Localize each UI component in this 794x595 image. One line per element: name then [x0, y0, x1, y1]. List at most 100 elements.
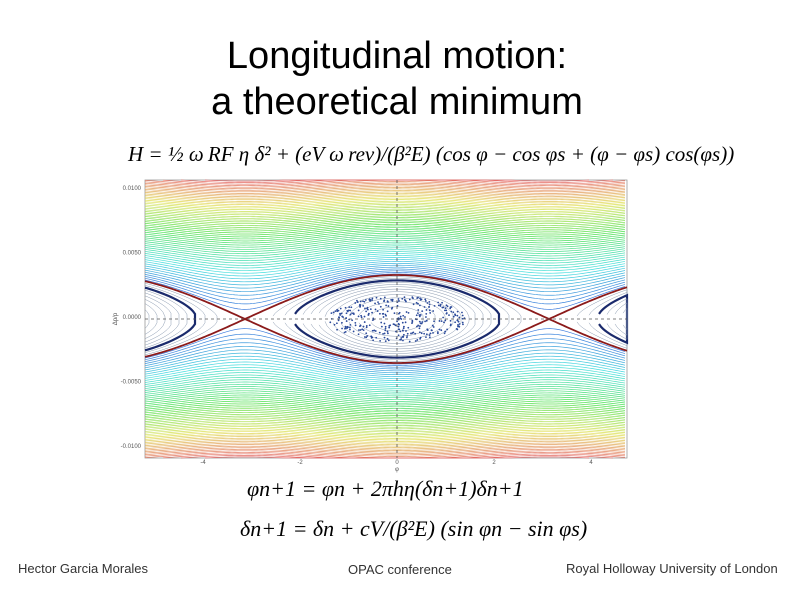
contour	[144, 410, 626, 421]
particle	[429, 312, 432, 314]
particle	[438, 320, 441, 322]
particle	[440, 329, 443, 332]
particle	[404, 316, 406, 318]
particle	[456, 310, 459, 313]
particle	[462, 323, 464, 326]
particle	[402, 327, 405, 330]
particle	[436, 331, 439, 333]
particle	[362, 325, 365, 328]
particle	[359, 329, 362, 331]
contour	[144, 268, 626, 296]
particle	[360, 316, 363, 319]
particle	[400, 337, 403, 339]
particle	[349, 326, 351, 329]
particle	[442, 316, 445, 319]
contour	[144, 196, 626, 206]
contour	[144, 179, 626, 187]
particle	[425, 319, 428, 322]
particle	[379, 312, 381, 315]
particle	[383, 322, 386, 325]
particle	[415, 314, 418, 317]
particle	[407, 311, 410, 314]
particle	[415, 301, 418, 304]
particle	[365, 336, 368, 339]
particle	[349, 328, 351, 331]
particle	[440, 320, 443, 323]
particle	[372, 339, 375, 342]
particle	[354, 302, 357, 304]
particle	[365, 310, 367, 313]
contour	[144, 229, 626, 242]
particle	[404, 321, 407, 324]
particle	[357, 333, 360, 336]
particle	[417, 309, 420, 311]
particle	[374, 302, 376, 305]
particle	[382, 308, 385, 311]
y-tick-label: 0.0100	[123, 186, 142, 192]
particle	[387, 339, 390, 342]
particle	[406, 332, 409, 335]
contour	[144, 193, 626, 202]
contour	[144, 400, 626, 413]
particle	[432, 331, 434, 334]
particle	[405, 300, 407, 303]
contour	[144, 377, 626, 393]
contour	[272, 276, 522, 362]
particle	[352, 313, 355, 315]
particle	[444, 330, 447, 333]
contour	[332, 291, 462, 347]
contour	[144, 253, 626, 271]
particle	[446, 305, 449, 308]
particle	[365, 326, 368, 329]
x-tick-label: 4	[589, 460, 593, 466]
particle	[405, 311, 408, 313]
particle	[458, 323, 461, 325]
particle	[428, 306, 430, 308]
contour	[144, 441, 626, 450]
particle	[370, 336, 373, 339]
affiliation: Royal Holloway University of London	[566, 561, 778, 576]
particle	[339, 314, 342, 316]
contour	[144, 194, 626, 204]
contour	[144, 239, 626, 255]
particle	[418, 325, 421, 328]
particle	[339, 312, 341, 315]
particle	[444, 309, 446, 312]
contours	[144, 179, 629, 459]
contour	[144, 402, 626, 415]
contour	[144, 364, 626, 383]
particle	[377, 301, 379, 304]
particle	[424, 300, 427, 302]
contour	[144, 245, 626, 261]
contour	[144, 257, 626, 277]
particle	[437, 304, 440, 307]
contour	[144, 215, 626, 226]
particle	[445, 304, 448, 307]
particle	[383, 332, 386, 335]
particle	[357, 315, 360, 318]
contour	[144, 274, 628, 320]
particle	[444, 307, 447, 310]
contour	[144, 361, 626, 381]
particle	[425, 336, 427, 339]
particle	[349, 323, 352, 326]
particle	[410, 332, 412, 335]
particle	[408, 298, 411, 301]
contour	[144, 372, 626, 389]
particle	[374, 330, 377, 332]
contour	[144, 232, 626, 246]
contour	[144, 439, 626, 448]
x-tick-label: 0	[395, 460, 399, 466]
particle	[420, 322, 423, 325]
particle	[383, 336, 386, 339]
contour	[144, 388, 626, 402]
contour	[144, 415, 626, 426]
particle	[424, 298, 427, 301]
particle	[362, 304, 365, 307]
particle	[341, 321, 343, 324]
contour	[144, 432, 626, 442]
contour	[144, 404, 626, 416]
particle	[457, 320, 460, 323]
particle	[359, 300, 362, 303]
particle	[418, 327, 421, 330]
